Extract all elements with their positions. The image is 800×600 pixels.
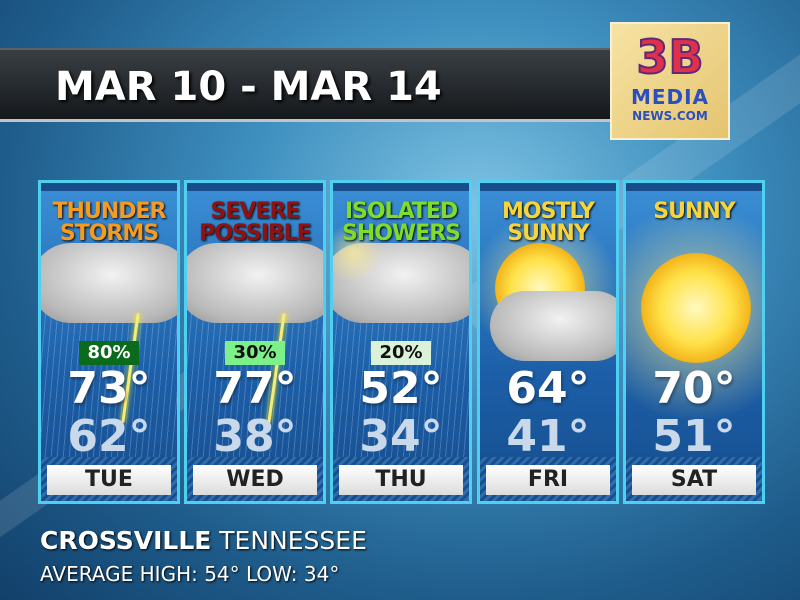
day-label: WED bbox=[193, 465, 317, 495]
logo-text: MEDIA bbox=[630, 85, 710, 109]
low-temp: 38° bbox=[213, 411, 297, 462]
precip-chance-badge: 20% bbox=[371, 341, 431, 365]
media-logo: 3B MEDIA NEWS.COM bbox=[610, 22, 730, 140]
day-label: FRI bbox=[486, 465, 610, 495]
condition-label: SUNNY bbox=[653, 199, 735, 224]
high-temp: 77° bbox=[213, 363, 297, 414]
low-temp: 62° bbox=[67, 411, 151, 462]
condition-label: MOSTLY SUNNY bbox=[502, 199, 595, 246]
high-temp: 52° bbox=[359, 363, 443, 414]
forecast-day-sat: SUNNY 70° 51° SAT bbox=[623, 180, 765, 504]
condition-label: ISOLATED SHOWERS bbox=[341, 199, 461, 246]
low-temp: 51° bbox=[652, 411, 736, 462]
city-name: CROSSVILLE bbox=[40, 526, 212, 555]
precip-chance-badge: 80% bbox=[79, 341, 139, 365]
title-bar bbox=[0, 48, 620, 122]
logo-text: NEWS.COM bbox=[632, 109, 708, 123]
day-label: SAT bbox=[632, 465, 756, 495]
forecast-day-thu: ISOLATED SHOWERS 20% 52° 34° THU bbox=[330, 180, 472, 504]
day-label: TUE bbox=[47, 465, 171, 495]
average-temps: AVERAGE HIGH: 54° LOW: 34° bbox=[40, 562, 340, 586]
forecast-day-tue: THUNDER STORMS 80% 73° 62° TUE bbox=[38, 180, 180, 504]
logo-text: 3B bbox=[635, 29, 704, 85]
date-range-title: MAR 10 - MAR 14 bbox=[55, 64, 442, 110]
high-temp: 64° bbox=[506, 363, 590, 414]
location: CROSSVILLE TENNESSEE bbox=[40, 526, 367, 555]
condition-label: SEVERE POSSIBLE bbox=[199, 199, 312, 246]
precip-chance-badge: 30% bbox=[225, 341, 285, 365]
day-label: THU bbox=[339, 465, 463, 495]
forecast-day-fri: MOSTLY SUNNY 64° 41° FRI bbox=[477, 180, 619, 504]
forecast-day-wed: SEVERE POSSIBLE 30% 77° 38° WED bbox=[184, 180, 326, 504]
high-temp: 70° bbox=[652, 363, 736, 414]
condition-label: THUNDER STORMS bbox=[52, 199, 167, 246]
low-temp: 34° bbox=[359, 411, 443, 462]
low-temp: 41° bbox=[506, 411, 590, 462]
state-name: TENNESSEE bbox=[219, 526, 367, 555]
high-temp: 73° bbox=[67, 363, 151, 414]
